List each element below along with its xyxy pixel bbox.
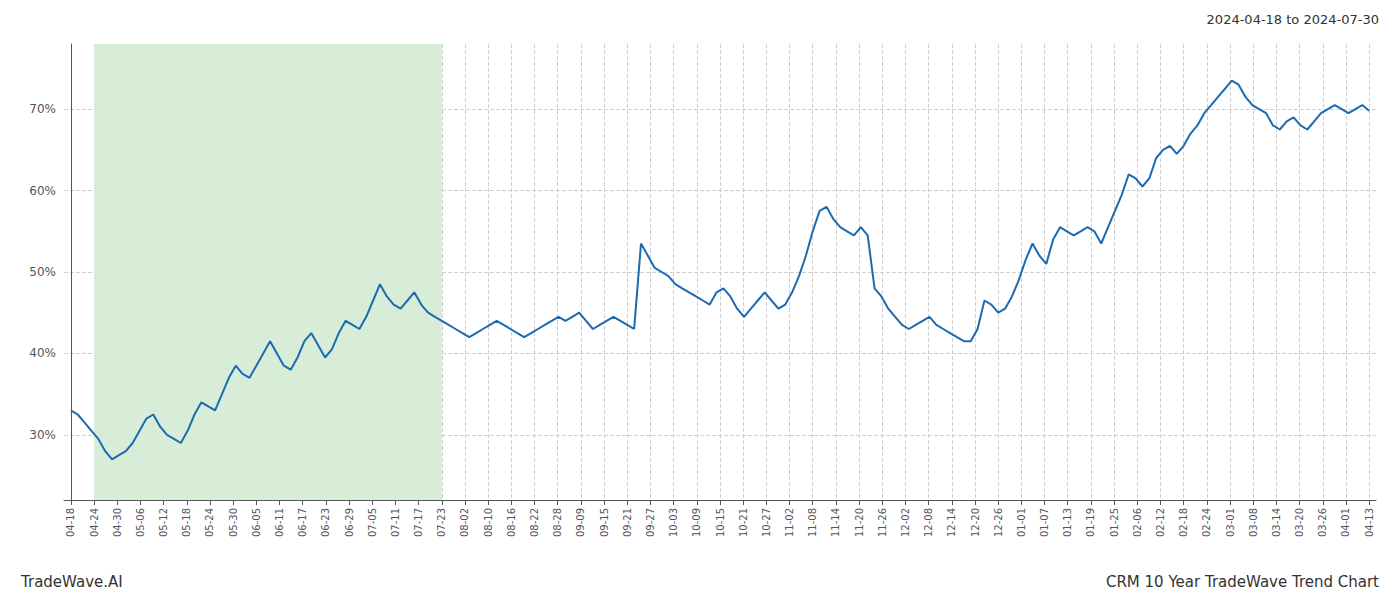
svg-text:09-09: 09-09 (575, 508, 586, 537)
svg-text:02-18: 02-18 (1178, 508, 1189, 537)
svg-text:01-25: 01-25 (1109, 508, 1120, 537)
svg-text:03-14: 03-14 (1271, 508, 1282, 537)
svg-text:12-02: 12-02 (900, 508, 911, 537)
svg-text:11-26: 11-26 (877, 508, 888, 537)
svg-text:09-27: 09-27 (645, 508, 656, 537)
svg-text:02-12: 02-12 (1155, 508, 1166, 537)
svg-text:07-23: 07-23 (436, 508, 447, 537)
svg-text:12-14: 12-14 (946, 508, 957, 537)
svg-text:05-30: 05-30 (228, 508, 239, 537)
svg-text:07-05: 07-05 (367, 508, 378, 537)
svg-text:01-01: 01-01 (1016, 508, 1027, 537)
svg-text:02-24: 02-24 (1201, 508, 1212, 537)
svg-text:04-24: 04-24 (89, 508, 100, 537)
svg-text:01-13: 01-13 (1062, 508, 1073, 537)
svg-text:01-19: 01-19 (1085, 508, 1096, 537)
svg-text:04-13: 04-13 (1364, 508, 1375, 537)
svg-text:06-29: 06-29 (344, 508, 355, 537)
svg-text:11-14: 11-14 (830, 508, 841, 537)
svg-text:07-11: 07-11 (390, 508, 401, 537)
svg-text:03-01: 03-01 (1225, 508, 1236, 537)
svg-text:07-17: 07-17 (413, 508, 424, 537)
svg-text:12-20: 12-20 (970, 508, 981, 537)
svg-text:08-22: 08-22 (529, 508, 540, 537)
svg-text:05-12: 05-12 (158, 508, 169, 537)
svg-text:30%: 30% (29, 428, 56, 442)
svg-text:06-23: 06-23 (320, 508, 331, 537)
svg-text:05-06: 05-06 (135, 508, 146, 537)
svg-text:50%: 50% (29, 265, 56, 279)
svg-text:70%: 70% (29, 102, 56, 116)
svg-text:04-01: 04-01 (1340, 508, 1351, 537)
svg-text:02-06: 02-06 (1132, 508, 1143, 537)
svg-text:06-11: 06-11 (274, 508, 285, 537)
svg-text:08-10: 08-10 (483, 508, 494, 537)
svg-text:10-09: 10-09 (691, 508, 702, 537)
svg-text:03-26: 03-26 (1317, 508, 1328, 537)
svg-text:08-02: 08-02 (459, 508, 470, 537)
svg-text:11-02: 11-02 (784, 508, 795, 537)
svg-text:10-03: 10-03 (668, 508, 679, 537)
svg-text:10-21: 10-21 (738, 508, 749, 537)
svg-text:12-08: 12-08 (923, 508, 934, 537)
svg-text:05-18: 05-18 (181, 508, 192, 537)
svg-text:10-27: 10-27 (761, 508, 772, 537)
svg-text:09-15: 09-15 (599, 508, 610, 537)
svg-text:40%: 40% (29, 346, 56, 360)
svg-text:06-05: 06-05 (251, 508, 262, 537)
svg-text:03-08: 03-08 (1248, 508, 1259, 537)
svg-text:10-15: 10-15 (715, 508, 726, 537)
svg-text:2024-04-18 to 2024-07-30: 2024-04-18 to 2024-07-30 (1207, 12, 1379, 27)
svg-text:08-28: 08-28 (552, 508, 563, 537)
svg-text:11-20: 11-20 (854, 508, 865, 537)
svg-text:06-17: 06-17 (297, 508, 308, 537)
svg-text:08-16: 08-16 (506, 508, 517, 537)
svg-text:12-26: 12-26 (993, 508, 1004, 537)
svg-text:09-21: 09-21 (622, 508, 633, 537)
svg-text:01-07: 01-07 (1039, 508, 1050, 537)
svg-text:03-20: 03-20 (1294, 508, 1305, 537)
svg-text:04-30: 04-30 (112, 508, 123, 537)
svg-text:TradeWave.AI: TradeWave.AI (20, 573, 123, 591)
svg-text:11-08: 11-08 (807, 508, 818, 537)
svg-text:60%: 60% (29, 184, 56, 198)
svg-text:05-24: 05-24 (204, 508, 215, 537)
svg-text:CRM 10 Year TradeWave Trend Ch: CRM 10 Year TradeWave Trend Chart (1106, 573, 1379, 591)
svg-text:04-18: 04-18 (65, 508, 76, 537)
